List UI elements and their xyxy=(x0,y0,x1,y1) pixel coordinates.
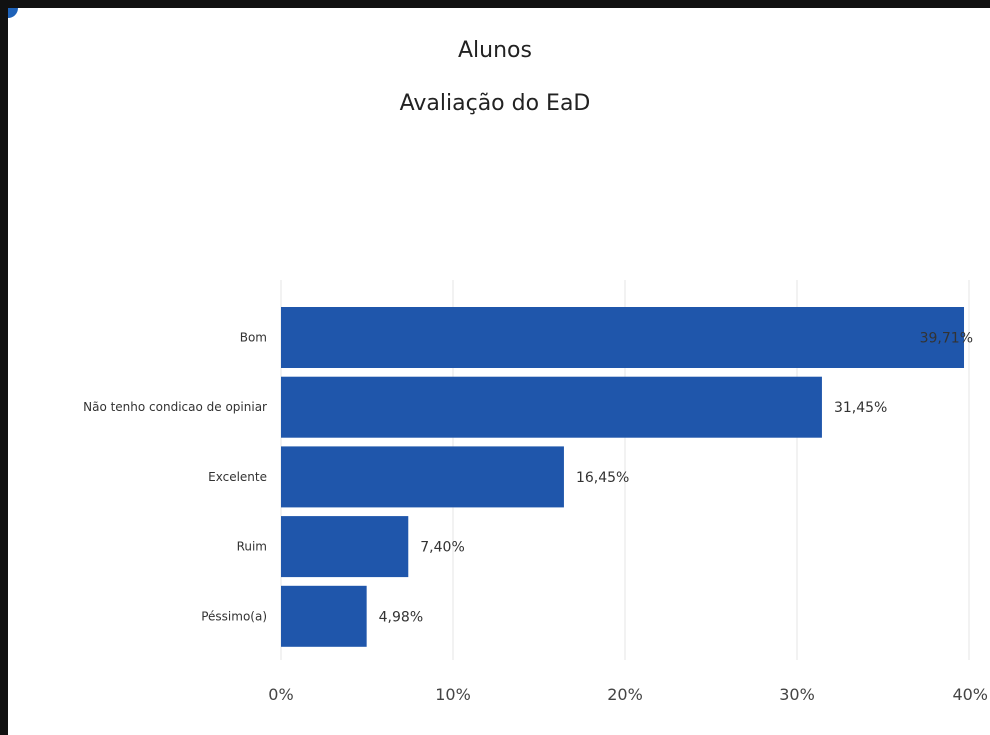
x-tick-label-3: 30% xyxy=(779,685,815,704)
value-label-1: 31,45% xyxy=(834,400,887,416)
x-tick-label-0: 0% xyxy=(268,685,293,704)
x-tick-label-1: 10% xyxy=(435,685,471,704)
category-label-2: Excelente xyxy=(208,470,267,484)
value-label-4: 4,98% xyxy=(379,609,423,625)
x-tick-label-4: 40% xyxy=(952,685,988,704)
value-label-3: 7,40% xyxy=(420,540,464,556)
bar-4 xyxy=(281,585,367,647)
category-label-0: Bom xyxy=(240,331,267,345)
chart-title: Alunos xyxy=(458,38,532,63)
category-label-3: Ruim xyxy=(237,540,267,554)
value-label-2: 16,45% xyxy=(576,470,629,486)
chart-subtitle: Avaliação do EaD xyxy=(399,91,591,116)
category-label-1: Não tenho condicao de opiniar xyxy=(83,400,267,414)
category-label-4: Péssimo(a) xyxy=(201,609,267,623)
bar-3 xyxy=(281,516,409,578)
value-label-0: 39,71% xyxy=(920,331,973,347)
x-tick-label-2: 20% xyxy=(607,685,643,704)
bar-2 xyxy=(281,446,564,508)
bar-0 xyxy=(281,307,965,368)
bar-1 xyxy=(281,376,822,438)
corner-badge xyxy=(8,8,18,18)
